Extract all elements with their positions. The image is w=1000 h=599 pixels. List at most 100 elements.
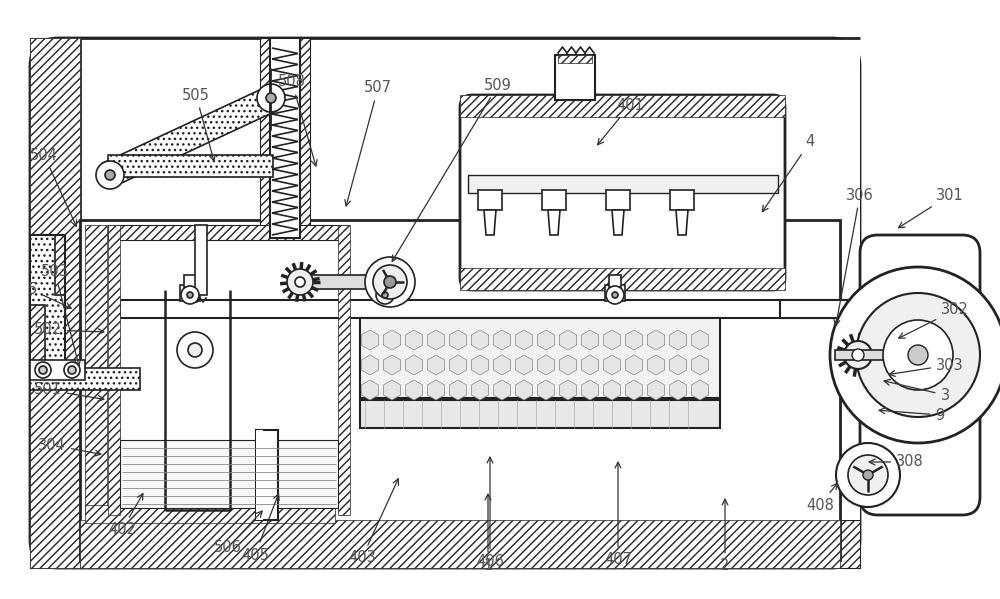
Circle shape bbox=[257, 84, 285, 112]
Circle shape bbox=[64, 362, 80, 378]
Circle shape bbox=[830, 267, 1000, 443]
Bar bbox=[375, 285, 395, 301]
Bar bbox=[460, 95, 785, 117]
Circle shape bbox=[35, 362, 51, 378]
Circle shape bbox=[295, 277, 305, 287]
Bar bbox=[260, 38, 310, 238]
Bar bbox=[835, 350, 920, 360]
Bar bbox=[468, 175, 778, 193]
Bar bbox=[30, 368, 140, 390]
Circle shape bbox=[177, 332, 213, 368]
Text: 504: 504 bbox=[30, 147, 77, 226]
Circle shape bbox=[181, 286, 199, 304]
Polygon shape bbox=[612, 210, 624, 235]
FancyBboxPatch shape bbox=[860, 235, 980, 515]
Bar bbox=[195, 225, 207, 295]
Bar bbox=[85, 505, 335, 523]
Bar bbox=[108, 225, 120, 515]
Text: 508: 508 bbox=[278, 74, 317, 166]
Bar bbox=[78, 38, 860, 520]
Bar bbox=[184, 275, 196, 287]
Text: 405: 405 bbox=[241, 494, 279, 562]
Circle shape bbox=[606, 286, 624, 304]
Bar bbox=[256, 430, 263, 520]
Text: 502: 502 bbox=[34, 322, 104, 337]
Bar bbox=[360, 400, 720, 428]
Bar bbox=[30, 235, 65, 375]
Bar bbox=[478, 190, 502, 210]
Polygon shape bbox=[484, 210, 496, 235]
Circle shape bbox=[96, 161, 124, 189]
Circle shape bbox=[187, 292, 193, 298]
Bar bbox=[290, 275, 410, 289]
Text: 308: 308 bbox=[869, 455, 924, 470]
Bar bbox=[542, 190, 566, 210]
Text: 507: 507 bbox=[345, 80, 392, 206]
Text: 306: 306 bbox=[834, 187, 874, 326]
Circle shape bbox=[105, 170, 115, 180]
Bar bbox=[80, 220, 840, 560]
Circle shape bbox=[39, 366, 47, 374]
Bar bbox=[120, 440, 338, 508]
Circle shape bbox=[883, 320, 953, 390]
Bar bbox=[30, 360, 85, 380]
Text: 2: 2 bbox=[720, 499, 730, 573]
Bar bbox=[180, 285, 200, 301]
Bar bbox=[108, 155, 273, 177]
Circle shape bbox=[852, 349, 864, 361]
Circle shape bbox=[848, 455, 888, 495]
Text: 3: 3 bbox=[884, 379, 950, 403]
Text: 302: 302 bbox=[899, 302, 969, 338]
Text: 403: 403 bbox=[348, 479, 398, 565]
Bar bbox=[80, 520, 840, 568]
Circle shape bbox=[376, 286, 394, 304]
Text: 406: 406 bbox=[476, 457, 504, 570]
Bar bbox=[30, 520, 860, 568]
Text: 1: 1 bbox=[483, 494, 493, 573]
Text: 301: 301 bbox=[899, 187, 964, 228]
Circle shape bbox=[384, 276, 396, 288]
Circle shape bbox=[863, 470, 873, 480]
Text: 303: 303 bbox=[889, 358, 964, 376]
Text: 407: 407 bbox=[604, 462, 632, 567]
Bar bbox=[460, 268, 785, 290]
Text: 4: 4 bbox=[762, 135, 815, 211]
Bar bbox=[120, 300, 870, 318]
Circle shape bbox=[287, 269, 313, 295]
Circle shape bbox=[373, 265, 407, 299]
Text: 408: 408 bbox=[806, 483, 837, 513]
Text: 401: 401 bbox=[598, 98, 644, 145]
Circle shape bbox=[188, 343, 202, 357]
Bar bbox=[270, 38, 300, 238]
Bar bbox=[555, 55, 595, 100]
Bar bbox=[360, 318, 720, 398]
Polygon shape bbox=[30, 235, 65, 375]
Text: 9: 9 bbox=[879, 407, 945, 422]
Bar bbox=[606, 190, 630, 210]
Bar bbox=[670, 190, 694, 210]
Text: 506: 506 bbox=[214, 511, 262, 555]
Bar bbox=[108, 225, 348, 240]
Bar bbox=[85, 225, 107, 515]
Circle shape bbox=[908, 345, 928, 365]
Polygon shape bbox=[676, 210, 688, 235]
Bar bbox=[605, 285, 625, 301]
Text: 501: 501 bbox=[34, 383, 104, 401]
Bar bbox=[338, 225, 350, 515]
Bar bbox=[30, 38, 78, 520]
Circle shape bbox=[856, 293, 980, 417]
Bar bbox=[780, 300, 862, 318]
Bar bbox=[103, 87, 277, 187]
Circle shape bbox=[365, 257, 415, 307]
Text: 509: 509 bbox=[392, 77, 512, 261]
FancyBboxPatch shape bbox=[460, 95, 785, 290]
Circle shape bbox=[612, 292, 618, 298]
FancyBboxPatch shape bbox=[30, 38, 860, 568]
Text: 503: 503 bbox=[41, 265, 80, 366]
Circle shape bbox=[266, 93, 276, 103]
Bar bbox=[558, 55, 592, 63]
Circle shape bbox=[68, 366, 76, 374]
Text: 505: 505 bbox=[182, 87, 215, 161]
Circle shape bbox=[382, 292, 388, 298]
Bar bbox=[379, 275, 391, 287]
